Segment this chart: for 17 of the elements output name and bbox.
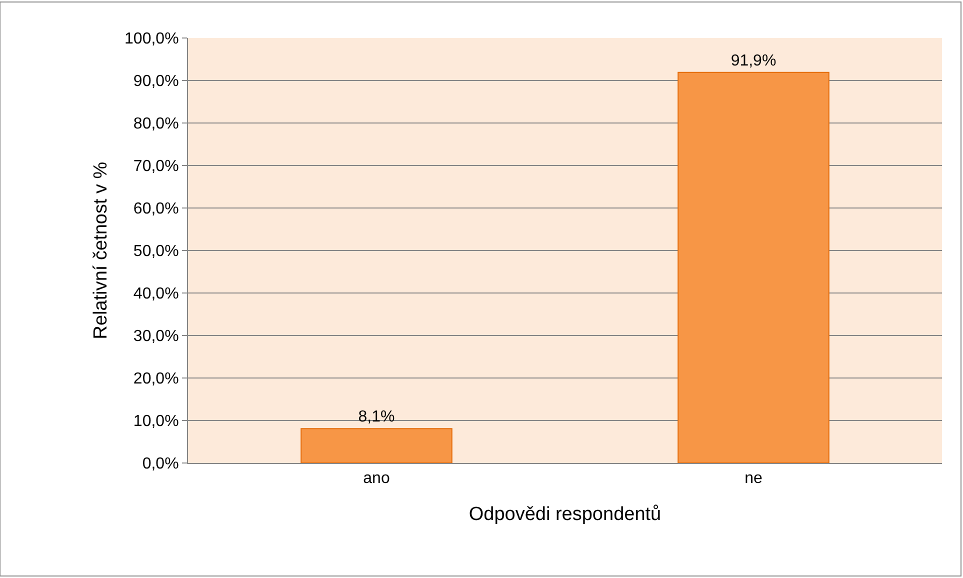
y-tick-label: 90,0% [133, 73, 179, 90]
x-tick-label: ne [744, 470, 762, 488]
y-tick-label: 60,0% [133, 200, 179, 218]
data-label: 91,9% [730, 52, 776, 70]
y-tick-label: 20,0% [133, 370, 179, 388]
y-tick-label: 100,0% [124, 30, 179, 48]
y-axis-title: Relativní četnost v % [90, 162, 112, 340]
y-tick-label: 10,0% [133, 413, 179, 430]
y-tick-label: 40,0% [133, 286, 179, 303]
x-tick-label: ano [363, 470, 390, 488]
data-label: 8,1% [358, 408, 395, 426]
y-tick-label: 80,0% [133, 116, 179, 133]
x-axis-title: Odpovědi respondentů [468, 504, 662, 525]
y-tick-label: 70,0% [133, 158, 179, 176]
y-tick-label: 50,0% [133, 243, 179, 260]
y-tick-label: 0,0% [142, 456, 179, 473]
y-tick-label: 30,0% [133, 328, 179, 346]
